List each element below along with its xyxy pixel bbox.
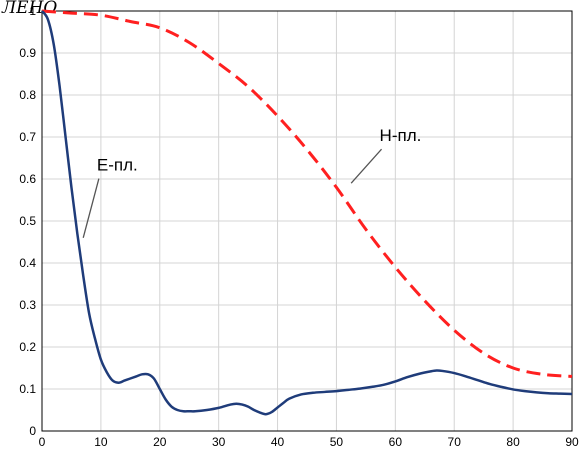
series-line-e-plane [40, 10, 573, 416]
annotation-label: H-пл. [380, 126, 422, 145]
tick-labels: 0 10 20 30 40 50 60 70 80 90 0 0.1 0.2 0.3 0.4 0.5 0.6 0.… [19, 4, 579, 449]
x-tick-label: 90 [565, 435, 579, 449]
y-tick-label: 0.6 [19, 172, 36, 186]
y-tick-label: 0.9 [19, 46, 36, 60]
x-tick-label: 10 [94, 435, 108, 449]
annotations: E-пл. H-пл. [82, 126, 422, 238]
annotation-label: E-пл. [97, 156, 138, 175]
y-tick-label: 0.5 [19, 214, 36, 228]
plot-frame [41, 10, 573, 432]
y-tick-label: 0.4 [19, 256, 36, 270]
annotation-leader [82, 178, 100, 238]
y-tick-label: 0.7 [19, 130, 36, 144]
x-tick-label: 60 [389, 435, 403, 449]
x-tick-label: 40 [271, 435, 285, 449]
y-tick-label: 0.3 [19, 298, 36, 312]
x-tick-label: 50 [330, 435, 344, 449]
y-tick-label: 1 [29, 4, 36, 18]
series-layer [40, 9, 573, 416]
y-tick-label: 0.2 [19, 340, 36, 354]
x-tick-label: 0 [39, 435, 46, 449]
series-line-h-plane [41, 9, 573, 378]
annotation-leader [350, 148, 383, 184]
grid [41, 10, 573, 432]
x-tick-label: 70 [448, 435, 462, 449]
x-tick-label: 80 [506, 435, 520, 449]
y-tick-label: 0.8 [19, 88, 36, 102]
x-tick-label: 20 [153, 435, 167, 449]
y-tick-label: 0 [29, 424, 36, 438]
y-tick-label: 0.1 [19, 382, 36, 396]
x-tick-label: 30 [212, 435, 226, 449]
